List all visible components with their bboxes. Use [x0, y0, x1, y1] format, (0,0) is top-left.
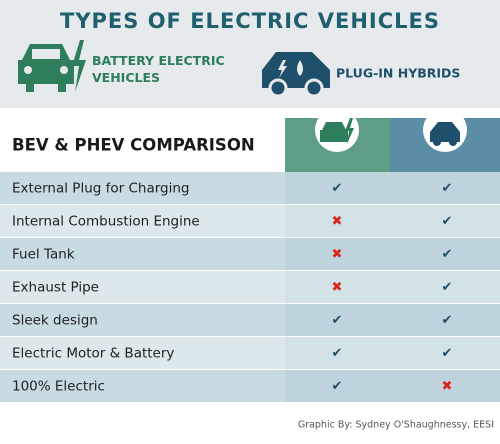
bev-badge-icon [320, 118, 354, 144]
header-band [0, 0, 500, 108]
check-mark: ✔ [332, 346, 343, 361]
feature-label: External Plug for Charging [12, 181, 189, 197]
cross-mark: ✖ [332, 280, 343, 295]
feature-label: Sleek design [12, 313, 98, 329]
check-mark: ✔ [442, 346, 453, 361]
legend-label: PLUG-IN HYBRIDS [336, 66, 460, 81]
check-mark: ✔ [442, 313, 453, 328]
check-mark: ✔ [332, 313, 343, 328]
check-mark: ✔ [442, 247, 453, 262]
check-mark: ✔ [332, 181, 343, 196]
cross-mark: ✖ [332, 247, 343, 262]
cross-mark: ✖ [332, 214, 343, 229]
phev-icon [262, 52, 330, 98]
bev-icon [18, 40, 86, 92]
feature-label: Electric Motor & Battery [12, 346, 174, 362]
row-column-tint [285, 238, 500, 270]
row-column-tint [285, 172, 500, 204]
table-title: BEV & PHEV COMPARISON [12, 136, 255, 155]
credit: Graphic By: Sydney O'Shaughnessy, EESI [298, 420, 494, 431]
check-mark: ✔ [442, 214, 453, 229]
row-column-tint [285, 205, 500, 237]
check-mark: ✔ [442, 280, 453, 295]
row-column-tint [285, 370, 500, 402]
feature-label: Internal Combustion Engine [12, 214, 200, 230]
feature-label: Fuel Tank [12, 247, 75, 263]
row-column-tint [285, 271, 500, 303]
title: TYPES OF ELECTRIC VEHICLES [60, 9, 440, 33]
row-column-tint [285, 304, 500, 336]
feature-label: Exhaust Pipe [12, 280, 99, 296]
check-mark: ✔ [442, 181, 453, 196]
cross-mark: ✖ [442, 379, 453, 394]
header-gap [285, 108, 500, 118]
check-mark: ✔ [332, 379, 343, 394]
phev-badge-icon [430, 122, 460, 146]
legend-label: BATTERY ELECTRIC VEHICLES [92, 53, 225, 85]
feature-label: 100% Electric [12, 379, 105, 395]
row-column-tint [285, 337, 500, 369]
